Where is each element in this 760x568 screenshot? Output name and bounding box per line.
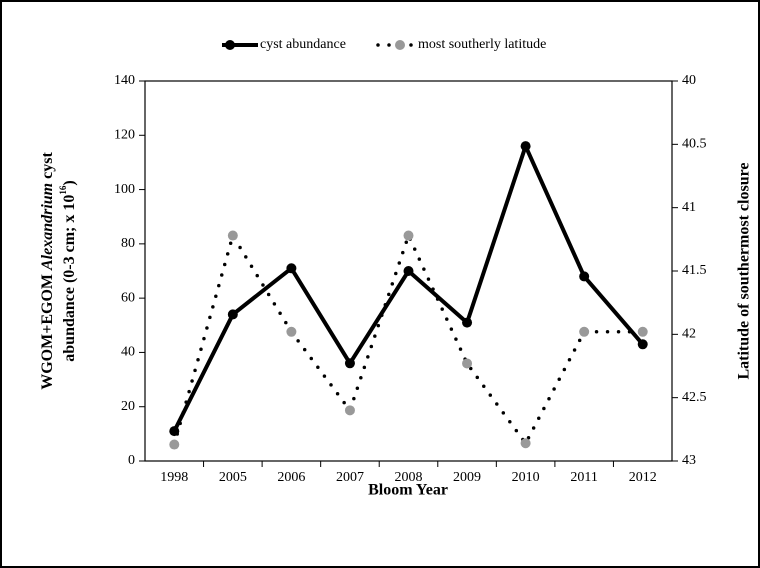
y-tick-label: 120 <box>114 128 135 143</box>
y2-tick-label: 42.5 <box>682 390 707 405</box>
point <box>169 439 180 450</box>
point <box>462 358 473 369</box>
y-title-part: 16 <box>58 185 68 195</box>
x-tick-label: 2012 <box>629 470 657 485</box>
y-tick-label: 60 <box>121 290 135 305</box>
legend-label: cyst abundance <box>260 37 346 52</box>
point <box>462 317 473 328</box>
point <box>286 263 297 274</box>
point <box>579 326 590 337</box>
x-tick-label: 2007 <box>336 470 364 485</box>
x-tick-label: 2006 <box>277 470 305 485</box>
x-axis-title: Bloom Year <box>368 482 448 499</box>
point <box>344 405 355 416</box>
point <box>637 339 648 350</box>
x-tick-label: 2005 <box>219 470 247 485</box>
point <box>403 266 414 276</box>
y-tick-label: 20 <box>121 399 135 414</box>
y-title-part: WGOM+EGOM <box>39 270 56 390</box>
x-tick-label: 1998 <box>160 470 188 485</box>
series-line <box>172 230 645 447</box>
legend-label: most southerly latitude <box>418 37 546 52</box>
y-tick-label: 100 <box>114 182 135 197</box>
point <box>286 326 297 337</box>
x-tick-label: 2009 <box>453 470 481 485</box>
point <box>520 141 531 152</box>
point <box>344 358 355 369</box>
y2-tick-label: 40 <box>682 73 696 88</box>
y-title-part: ) <box>61 180 78 185</box>
y2-tick-label: 40.5 <box>682 137 707 152</box>
x-tick-label: 2008 <box>395 470 423 485</box>
y-title-part: Alexandrium <box>39 183 56 271</box>
legend-marker <box>225 40 235 50</box>
legend-marker <box>395 40 405 50</box>
y-tick-label: 40 <box>121 345 135 360</box>
y-tick-label: 140 <box>114 73 135 88</box>
point <box>403 230 414 241</box>
y-tick-label: 80 <box>121 236 135 251</box>
y-title-part: abundance (0-3 cm; x 10 <box>61 195 78 362</box>
y-axis-title: WGOM+EGOM Alexandrium cyst <box>39 152 56 390</box>
point <box>520 438 531 449</box>
y-axis-title: abundance (0-3 cm; x 1016) <box>58 180 78 361</box>
point <box>637 326 648 337</box>
x-tick-label: 2011 <box>570 470 597 485</box>
y-title-part: cyst <box>39 152 56 183</box>
y2-axis-title: Latitude of southermost closure <box>736 162 753 379</box>
y2-tick-label: 42 <box>682 327 696 342</box>
y2-tick-label: 41 <box>682 200 696 215</box>
point <box>227 230 238 241</box>
y2-tick-label: 43 <box>682 453 696 468</box>
x-tick-label: 2010 <box>512 470 540 485</box>
y-tick-label: 0 <box>128 453 135 468</box>
y2-tick-label: 41.5 <box>682 263 707 278</box>
point <box>579 271 590 282</box>
point <box>227 309 238 320</box>
